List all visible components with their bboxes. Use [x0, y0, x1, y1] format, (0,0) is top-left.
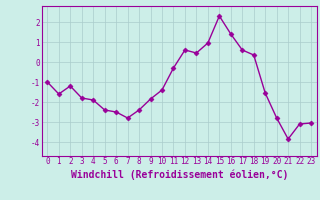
X-axis label: Windchill (Refroidissement éolien,°C): Windchill (Refroidissement éolien,°C)	[70, 169, 288, 180]
